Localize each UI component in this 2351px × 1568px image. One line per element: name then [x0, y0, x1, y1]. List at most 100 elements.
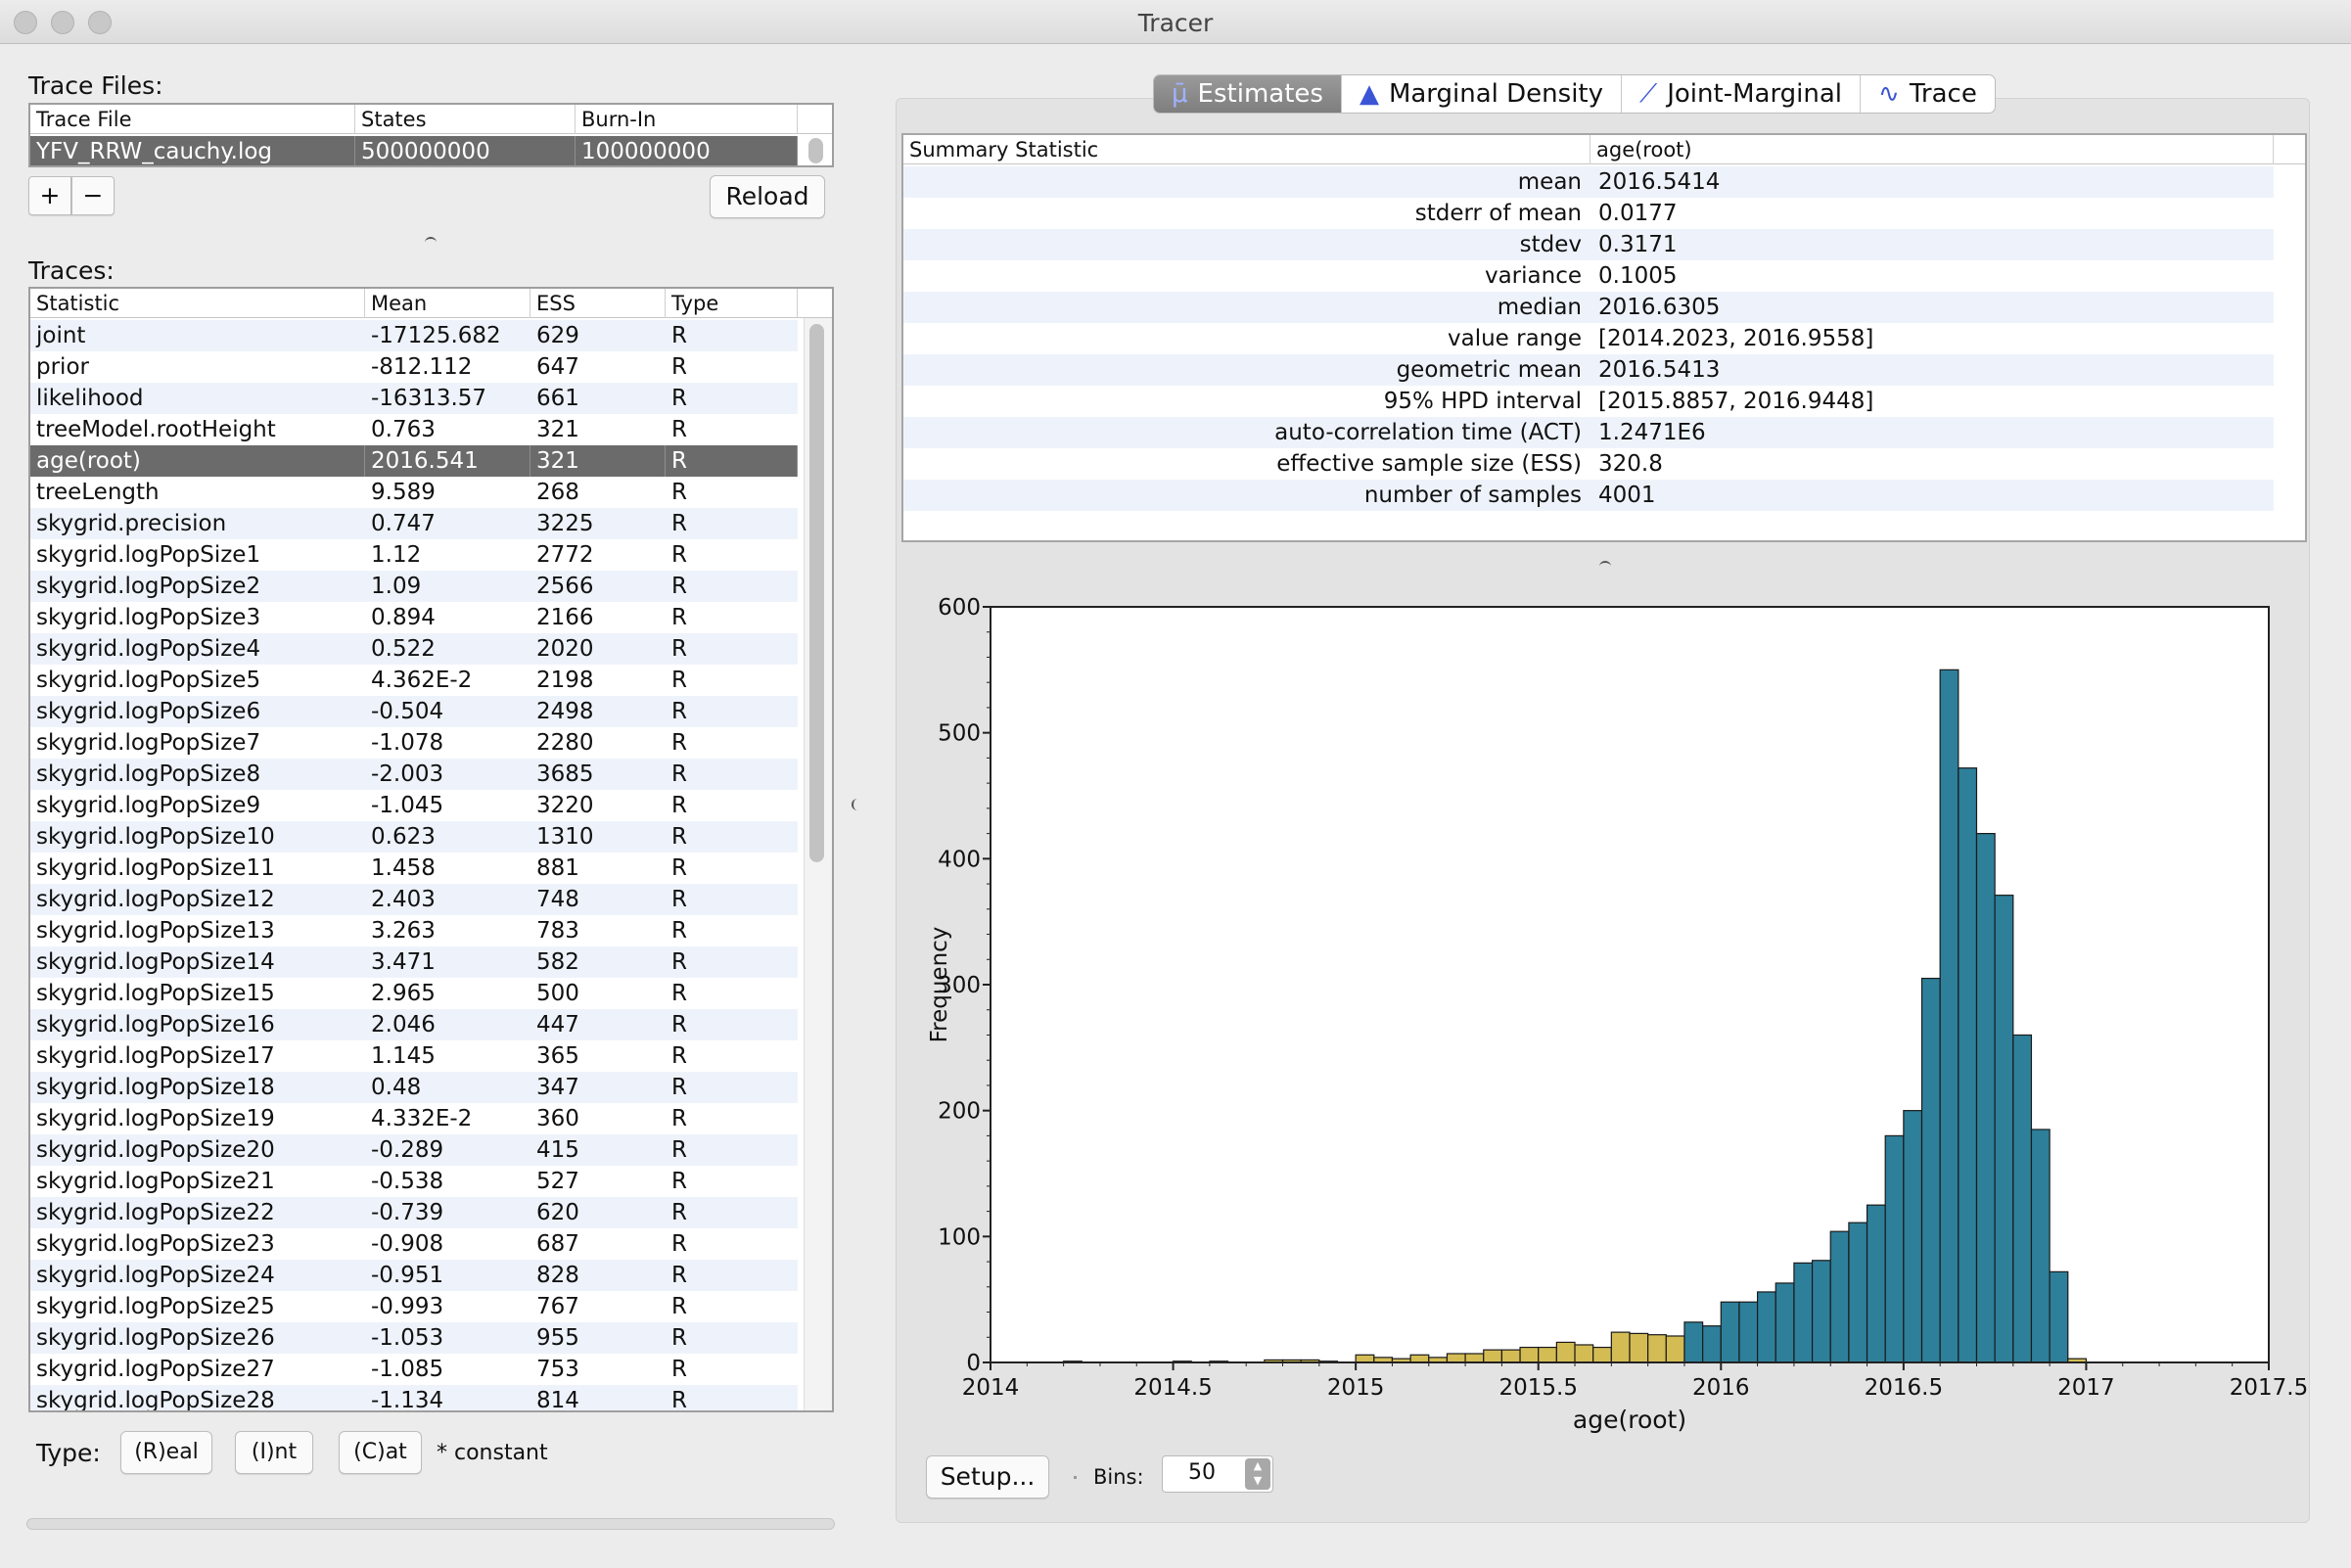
trace-row[interactable]: skygrid.precision 0.747 3225 R	[30, 508, 798, 539]
trace-row[interactable]: skygrid.logPopSize4 0.522 2020 R	[30, 633, 798, 665]
trace-row[interactable]: skygrid.logPopSize17 1.145 365 R	[30, 1040, 798, 1072]
trace-type: R	[671, 1169, 687, 1194]
trace-mean: 0.763	[371, 417, 436, 442]
trace-row[interactable]: skygrid.logPopSize7 -1.078 2280 R	[30, 727, 798, 759]
remove-trace-file-button[interactable]: −	[71, 176, 115, 215]
trace-row[interactable]: skygrid.logPopSize23 -0.908 687 R	[30, 1228, 798, 1260]
trace-row[interactable]: treeLength 9.589 268 R	[30, 477, 798, 508]
split-handle-icon[interactable]	[425, 237, 437, 245]
trace-mean: 2.965	[371, 981, 436, 1006]
trace-ess: 3220	[536, 793, 594, 818]
reload-button[interactable]: Reload	[710, 175, 825, 218]
trace-mean: -1.085	[371, 1357, 444, 1382]
column-states[interactable]: States	[355, 105, 576, 134]
trace-statistic: skygrid.logPopSize5	[36, 668, 261, 693]
trace-ess: 2280	[536, 730, 594, 756]
column-type[interactable]: Type	[666, 289, 798, 318]
trace-row[interactable]: skygrid.logPopSize25 -0.993 767 R	[30, 1291, 798, 1322]
horizontal-scrollbar[interactable]	[26, 1518, 835, 1530]
trace-statistic: joint	[36, 323, 86, 348]
split-handle-icon[interactable]	[1599, 561, 1611, 569]
tab-marginal-density[interactable]: ▲ Marginal Density	[1342, 75, 1623, 113]
column-ess[interactable]: ESS	[530, 289, 666, 318]
column-summary-statistic[interactable]: Summary Statistic	[903, 135, 1590, 164]
trace-row[interactable]: skygrid.logPopSize15 2.965 500 R	[30, 978, 798, 1009]
trace-row[interactable]: skygrid.logPopSize5 4.362E-2 2198 R	[30, 665, 798, 696]
real-type-button[interactable]: (R)eal	[120, 1431, 212, 1474]
trace-files-scrollbar[interactable]	[808, 138, 823, 163]
trace-row[interactable]: skygrid.logPopSize11 1.458 881 R	[30, 853, 798, 884]
traces-table: Statistic Mean ESS Type joint -17125.682 6…	[28, 287, 834, 1412]
trace-row[interactable]: treeModel.rootHeight 0.763 321 R	[30, 414, 798, 445]
trace-statistic: skygrid.logPopSize17	[36, 1043, 275, 1069]
trace-row[interactable]: skygrid.logPopSize26 -1.053 955 R	[30, 1322, 798, 1354]
trace-type: R	[671, 386, 687, 411]
add-trace-file-button[interactable]: +	[28, 176, 71, 215]
trace-row[interactable]: skygrid.logPopSize28 -1.134 814 R	[30, 1385, 798, 1412]
trace-statistic: skygrid.logPopSize28	[36, 1388, 275, 1412]
trace-mean: 0.747	[371, 511, 436, 536]
tab-estimates[interactable]: μ̄ Estimates	[1154, 75, 1342, 113]
trace-mean: 1.145	[371, 1043, 436, 1069]
summary-row: geometric mean 2016.5413	[903, 354, 2274, 386]
trace-row[interactable]: skygrid.logPopSize14 3.471 582 R	[30, 946, 798, 978]
summary-stat-value: 0.3171	[1598, 232, 1678, 257]
trace-row[interactable]: skygrid.logPopSize20 -0.289 415 R	[30, 1134, 798, 1166]
trace-statistic: age(root)	[30, 445, 365, 477]
cat-type-button[interactable]: (C)at	[339, 1431, 422, 1474]
trace-row[interactable]: joint -17125.682 629 R	[30, 320, 798, 351]
trace-ess: 620	[536, 1200, 579, 1225]
trace-row[interactable]: skygrid.logPopSize16 2.046 447 R	[30, 1009, 798, 1040]
trace-ess: 767	[536, 1294, 579, 1319]
column-mean[interactable]: Mean	[365, 289, 530, 318]
column-trace-file[interactable]: Trace File	[30, 105, 355, 134]
tab-trace[interactable]: ∿ Trace	[1861, 75, 1995, 113]
setup-button[interactable]: Setup...	[926, 1455, 1049, 1499]
trace-row[interactable]: skygrid.logPopSize1 1.12 2772 R	[30, 539, 798, 571]
trace-row[interactable]: skygrid.logPopSize27 -1.085 753 R	[30, 1354, 798, 1385]
trace-row[interactable]: skygrid.logPopSize8 -2.003 3685 R	[30, 759, 798, 790]
x-tick-label: 2015	[1327, 1375, 1385, 1401]
trace-type: R	[671, 1075, 687, 1100]
trace-mean: 0.48	[371, 1075, 422, 1100]
trace-row[interactable]: skygrid.logPopSize21 -0.538 527 R	[30, 1166, 798, 1197]
traces-scrollbar-thumb[interactable]	[809, 324, 824, 862]
int-type-button[interactable]: (I)nt	[235, 1431, 313, 1474]
tab-joint-marginal[interactable]: ⟋ Joint-Marginal	[1622, 75, 1862, 113]
column-burn-in[interactable]: Burn-In	[576, 105, 798, 134]
histogram-bar	[1994, 895, 2014, 1363]
trace-row[interactable]: skygrid.logPopSize22 -0.739 620 R	[30, 1197, 798, 1228]
split-handle-icon[interactable]	[852, 799, 861, 810]
column-age-root[interactable]: age(root)	[1590, 135, 2274, 164]
trace-row[interactable]: skygrid.logPopSize6 -0.504 2498 R	[30, 696, 798, 727]
minimize-window-button[interactable]	[51, 11, 74, 34]
bins-spinner[interactable]: 50 ▲ ▼	[1162, 1455, 1273, 1493]
summary-stat-name: variance	[1484, 263, 1582, 289]
trace-row[interactable]: skygrid.logPopSize10 0.623 1310 R	[30, 821, 798, 853]
trace-row[interactable]: skygrid.logPopSize13 3.263 783 R	[30, 915, 798, 946]
trace-row[interactable]: skygrid.logPopSize24 -0.951 828 R	[30, 1260, 798, 1291]
trace-ess: 828	[536, 1263, 579, 1288]
trace-type: R	[671, 1263, 687, 1288]
trace-statistic: skygrid.logPopSize2	[36, 574, 261, 599]
trace-row[interactable]: skygrid.logPopSize18 0.48 347 R	[30, 1072, 798, 1103]
trace-row[interactable]: skygrid.logPopSize19 4.332E-2 360 R	[30, 1103, 798, 1134]
trace-row[interactable]: prior -812.112 647 R	[30, 351, 798, 383]
trace-row[interactable]: skygrid.logPopSize2 1.09 2566 R	[30, 571, 798, 602]
trace-file-row[interactable]: YFV_RRW_cauchy.log 500000000 100000000	[30, 136, 798, 165]
trace-row[interactable]: age(root) 2016.541 321 R	[30, 445, 798, 477]
column-statistic[interactable]: Statistic	[30, 289, 365, 318]
trace-row[interactable]: skygrid.logPopSize12 2.403 748 R	[30, 884, 798, 915]
trace-ess: 2198	[536, 668, 594, 693]
trace-row[interactable]: skygrid.logPopSize9 -1.045 3220 R	[30, 790, 798, 821]
trace-row[interactable]: likelihood -16313.57 661 R	[30, 383, 798, 414]
zoom-window-button[interactable]	[88, 11, 112, 34]
stepper-arrows-icon[interactable]: ▲ ▼	[1245, 1458, 1270, 1490]
trace-ess: 2566	[536, 574, 594, 599]
close-window-button[interactable]	[14, 11, 37, 34]
trace-statistic: skygrid.logPopSize16	[36, 1012, 275, 1038]
trace-row[interactable]: skygrid.logPopSize3 0.894 2166 R	[30, 602, 798, 633]
histogram-bar	[1793, 1262, 1814, 1363]
trace-type: R	[671, 855, 687, 881]
histogram-bar	[2012, 1034, 2033, 1363]
